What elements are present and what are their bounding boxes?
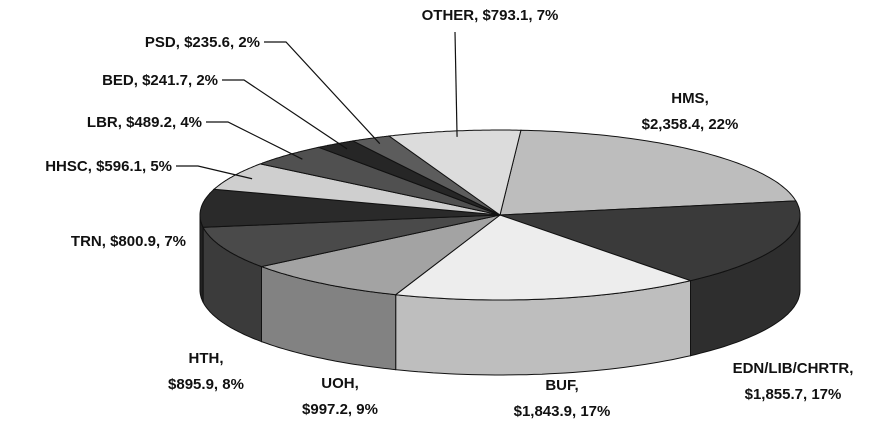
label-percent: 22% [708,116,738,133]
leader-line [454,31,458,137]
label-category: HMS [671,90,704,107]
label-value: $235.6 [184,34,230,51]
label-category: LBR [87,114,118,131]
slice-label: HMS, $2,358.4, 22% [642,90,739,133]
label-category: TRN [71,233,102,250]
label-category: PSD [145,34,176,51]
label-category: BUF [545,377,576,394]
slice [259,214,501,296]
leader-line [206,121,303,160]
slice-label: HTH, $895.9, 8% [168,350,244,393]
slice [394,214,693,301]
label-percent: 2% [238,34,260,51]
label-value: $800.9 [110,233,156,250]
label-value: $793.1 [482,7,528,24]
label-value: $895.9 [168,376,214,393]
slice-label: BUF, $1,843.9, 17% [514,377,611,420]
label-category: HHSC [45,158,88,175]
slice [199,188,501,228]
label-value: $2,358.4 [642,116,701,133]
slice-label: HHSC, $596.1, 5% [45,158,172,175]
slice-label: OTHER, $793.1, 7% [422,7,559,24]
label-value: $241.7 [142,72,188,89]
label-percent: 9% [356,401,378,418]
label-percent: 2% [196,72,218,89]
label-category: UOH [321,375,354,392]
leader-line [264,41,381,145]
label-category: HTH [189,350,220,367]
slice-label: PSD, $235.6, 2% [145,34,260,51]
slice [351,135,501,216]
slice [202,214,501,268]
label-percent: 5% [150,158,172,175]
label-percent: 17% [580,403,610,420]
label-percent: 8% [222,376,244,393]
slice [316,140,501,216]
label-percent: 17% [811,386,841,403]
label-category: OTHER [422,7,475,24]
label-category: EDN/LIB/CHRTR [733,360,850,377]
label-value: $1,855.7 [745,386,803,403]
label-value: $489.2 [126,114,172,131]
leader-line [176,165,253,180]
slice-side [199,215,204,303]
slice-label: BED, $241.7, 2% [102,72,218,89]
slice [499,200,801,282]
slice [387,129,522,216]
slice [212,163,501,216]
slice [499,129,797,216]
slice-label: EDN/LIB/CHRTR, $1,855.7, 17% [733,360,854,403]
label-value: $997.2 [302,401,348,418]
label-percent: 7% [164,233,186,250]
slice-label: TRN, $800.9, 7% [71,233,186,250]
label-percent: 4% [180,114,202,131]
label-percent: 7% [537,7,559,24]
label-value: $596.1 [96,158,142,175]
label-value: $1,843.9 [514,403,572,420]
slice [258,146,501,216]
slice-label: LBR, $489.2, 4% [87,114,202,131]
leader-line [222,79,348,150]
slice-label: UOH, $997.2, 9% [302,375,378,418]
label-category: BED [102,72,134,89]
